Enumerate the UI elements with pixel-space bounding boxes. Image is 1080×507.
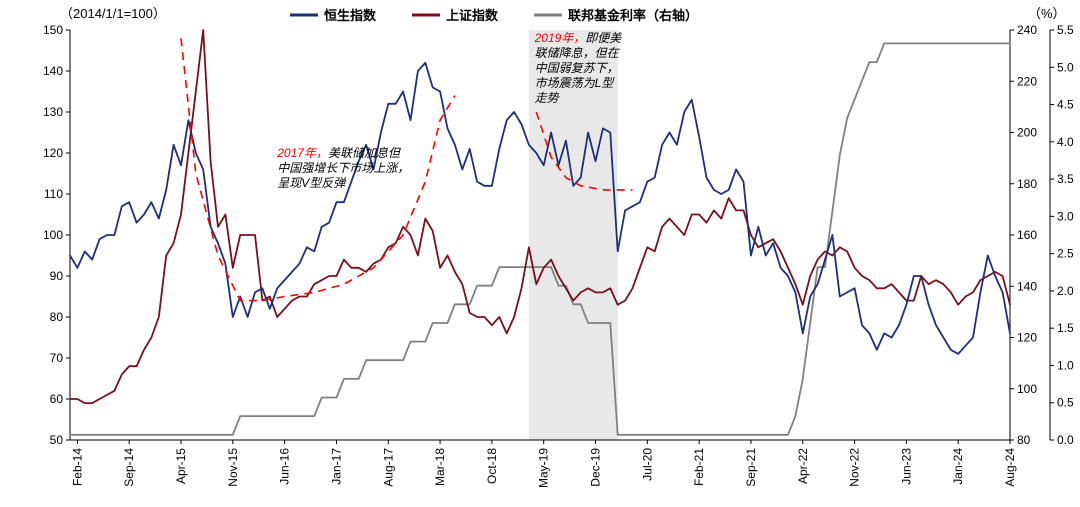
- x-tick-label: Sep-21: [744, 448, 758, 487]
- y-left-tick: 120: [43, 146, 63, 160]
- y-right-tick: 80: [1017, 433, 1031, 447]
- legend-label: 联邦基金利率（右轴）: [568, 8, 698, 23]
- y-left-tick: 50: [50, 433, 64, 447]
- y-right2-tick: 2.5: [1057, 247, 1074, 261]
- y-right2-tick: 5.5: [1057, 23, 1074, 37]
- y-right-tick: 200: [1017, 126, 1037, 140]
- y-right-tick: 140: [1017, 279, 1037, 293]
- x-tick-label: Aug-24: [1003, 448, 1017, 487]
- y-right2-tick: 2.0: [1057, 284, 1074, 298]
- y-right2-tick: 3.0: [1057, 209, 1074, 223]
- y-right-tick: 120: [1017, 331, 1037, 345]
- x-tick-label: Oct-18: [485, 448, 499, 484]
- annotation-2019-l3: 中国弱复苏下，: [535, 61, 619, 75]
- x-tick-label: Apr-22: [796, 448, 810, 484]
- chart-container: 50 60 70 80 90 100 110 120 130 140 150 80 100 120 140 1…: [0, 0, 1080, 507]
- y-right2-tick: 1.5: [1057, 321, 1074, 335]
- chart-svg: 50 60 70 80 90 100 110 120 130 140 150 80 100 120 140 1…: [0, 0, 1080, 507]
- x-tick-label: Aug-17: [381, 448, 395, 487]
- y-right-tick: 220: [1017, 74, 1037, 88]
- annotation-2019-l5: 走势: [535, 91, 560, 105]
- y-right2-tick: 1.0: [1057, 358, 1074, 372]
- legend-label: 恒生指数: [324, 8, 377, 23]
- y-left-tick: 110: [44, 187, 63, 201]
- y-right2-tick: 0.0: [1057, 433, 1074, 447]
- x-tick-label: Jul-20: [640, 448, 654, 481]
- x-tick-label: May-19: [537, 448, 551, 488]
- x-tick-label: Jan-24: [951, 448, 965, 485]
- annotation-2017-l2: 中国强增长下市场上涨，: [277, 161, 409, 175]
- x-tick-label: Jun-23: [899, 448, 913, 485]
- x-tick-label: Sep-14: [122, 448, 136, 487]
- annotation-2017: 2017年，美联储加息但: [276, 146, 401, 160]
- legend-label: 上证指数: [446, 8, 499, 23]
- x-tick-label: Jun-16: [278, 448, 292, 485]
- y-right2-tick: 4.0: [1057, 135, 1074, 149]
- y-right-tick: 100: [1017, 382, 1037, 396]
- y-right-tick: 180: [1017, 177, 1037, 191]
- annotation-2019-l2: 联储降息，但在: [535, 46, 621, 60]
- y-right2-tick: 4.5: [1057, 98, 1074, 112]
- y-right2-tick: 0.5: [1057, 396, 1074, 410]
- x-tick-label: Apr-15: [174, 448, 188, 484]
- x-tick-label: Nov-15: [226, 448, 240, 487]
- y-right2-tick: 3.5: [1057, 172, 1074, 186]
- y-right2-tick: 5.0: [1057, 60, 1074, 74]
- y-right-tick: 160: [1017, 228, 1037, 242]
- x-tick-label: Feb-21: [692, 448, 706, 486]
- x-tick-label: Mar-18: [433, 448, 447, 486]
- y-right-tick: 240: [1017, 23, 1037, 37]
- y-left-tick: 80: [50, 310, 64, 324]
- x-tick-label: Feb-14: [70, 448, 84, 486]
- y-left-tick: 130: [43, 105, 63, 119]
- left-axis-label: （2014/1/1=100）: [60, 6, 166, 21]
- annotation-2019-l4: 市场震荡为L型: [535, 76, 616, 90]
- right-axis-label: （%）: [1028, 6, 1066, 21]
- annotation-2017-l3: 呈现V型反弹: [277, 176, 346, 190]
- x-tick-label: Jan-17: [329, 448, 343, 485]
- y-left-tick: 60: [50, 392, 64, 406]
- y-left-tick: 70: [50, 351, 64, 365]
- y-left-tick: 90: [50, 269, 64, 283]
- annotation-2019: 2019年，即便美: [534, 31, 623, 45]
- y-left-tick: 140: [43, 64, 63, 78]
- x-tick-label: Nov-22: [848, 448, 862, 487]
- y-left-tick: 150: [43, 23, 63, 37]
- y-left-tick: 100: [43, 228, 63, 242]
- x-tick-label: Dec-19: [589, 448, 603, 487]
